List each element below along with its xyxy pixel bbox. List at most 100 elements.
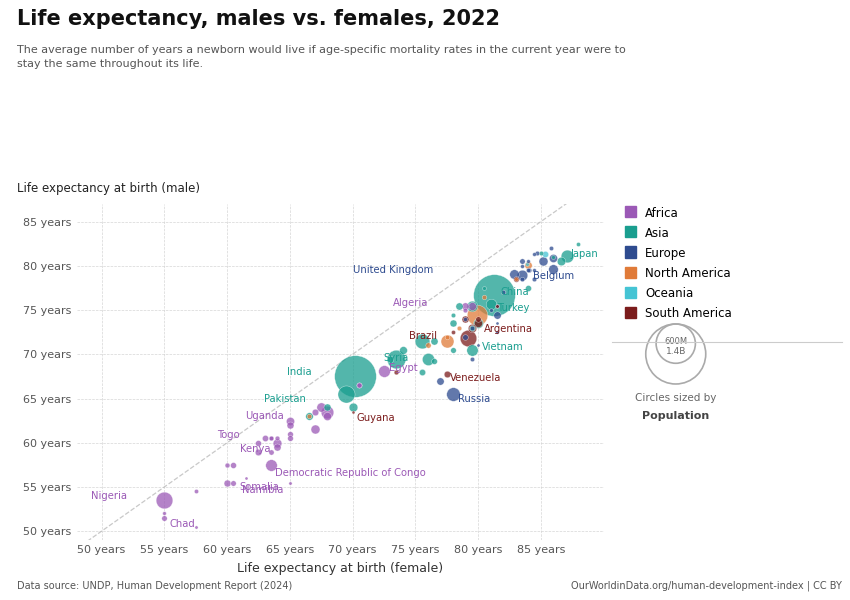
Text: Egypt: Egypt [389,364,417,373]
Point [415,367,428,377]
Point [490,319,504,328]
Point [239,473,252,483]
Point [521,260,535,270]
Point [490,301,504,310]
Point [189,487,202,496]
Point [490,310,504,319]
Text: 600M: 600M [664,337,688,346]
Point [530,248,544,257]
Point [264,460,278,470]
Point [283,429,297,439]
Point [348,371,362,381]
Point [283,434,297,443]
Point [428,336,441,346]
Point [509,274,523,284]
Point [446,389,460,399]
Point [547,253,560,263]
Point [434,376,447,386]
Point [258,434,271,443]
Text: Argentina: Argentina [484,323,533,334]
Text: Data source: UNDP, Human Development Report (2024): Data source: UNDP, Human Development Rep… [17,581,292,591]
Point [415,336,428,346]
Point [544,244,558,253]
Point [302,412,315,421]
Point [352,380,366,390]
Point [421,341,434,350]
Text: Namibia: Namibia [242,485,284,494]
X-axis label: Life expectancy at birth (female): Life expectancy at birth (female) [237,562,443,575]
Point [264,434,278,443]
Point [484,299,497,309]
Point [270,442,284,452]
Point [528,274,541,284]
Point [439,369,453,379]
Legend: Africa, Asia, Europe, North America, Oceania, South America: Africa, Asia, Europe, North America, Oce… [620,200,738,326]
Point [515,257,529,266]
Point [264,434,278,443]
Point [471,341,484,350]
Text: Kenya: Kenya [241,444,271,454]
Point [452,323,466,332]
Point [227,460,241,470]
Point [459,305,473,315]
Point [471,314,484,324]
Point [547,252,560,262]
Text: Algeria: Algeria [393,298,428,308]
Point [270,434,284,443]
Point [320,403,334,412]
Text: Population: Population [642,411,710,421]
Point [227,478,241,487]
Point [484,305,497,315]
Text: Life expectancy, males vs. females, 2022: Life expectancy, males vs. females, 2022 [17,9,500,29]
Point [490,328,504,337]
Point [346,403,360,412]
Point [554,256,568,265]
Point [421,354,434,364]
Point [389,354,403,364]
Point [521,283,535,293]
Point [515,270,529,280]
Point [252,438,265,448]
Text: Guyana: Guyana [356,413,395,423]
Point [465,323,479,332]
Point [459,301,473,310]
Text: Democratic Republic of Congo: Democratic Republic of Congo [275,468,426,478]
Text: China: China [501,287,530,296]
Point [538,250,552,259]
Point [478,283,491,293]
Point [352,380,366,390]
Point [308,425,321,434]
Point [534,248,547,257]
Point [465,323,479,332]
Point [389,367,403,377]
Point [283,478,297,487]
Text: Japan: Japan [571,248,598,259]
Point [320,407,334,416]
Point [439,332,453,341]
Point [220,460,234,470]
Point [490,301,504,310]
Text: Syria: Syria [383,353,409,363]
Point [465,301,479,310]
Point [220,478,234,487]
Point [521,266,535,275]
Point [339,389,353,399]
Point [189,522,202,532]
Text: Togo: Togo [217,430,240,440]
Point [346,407,360,416]
Point [314,403,328,412]
Text: Vietnam: Vietnam [482,342,524,352]
Text: Pakistan: Pakistan [264,394,306,404]
Text: Chad: Chad [169,519,196,529]
Point [446,310,460,319]
Point [459,332,473,341]
Point [452,301,466,310]
Point [459,314,473,324]
Point [520,259,534,269]
Point [509,274,523,284]
Point [270,438,284,448]
Point [383,354,397,364]
Point [571,239,585,248]
Point [471,319,484,328]
Point [157,496,171,505]
